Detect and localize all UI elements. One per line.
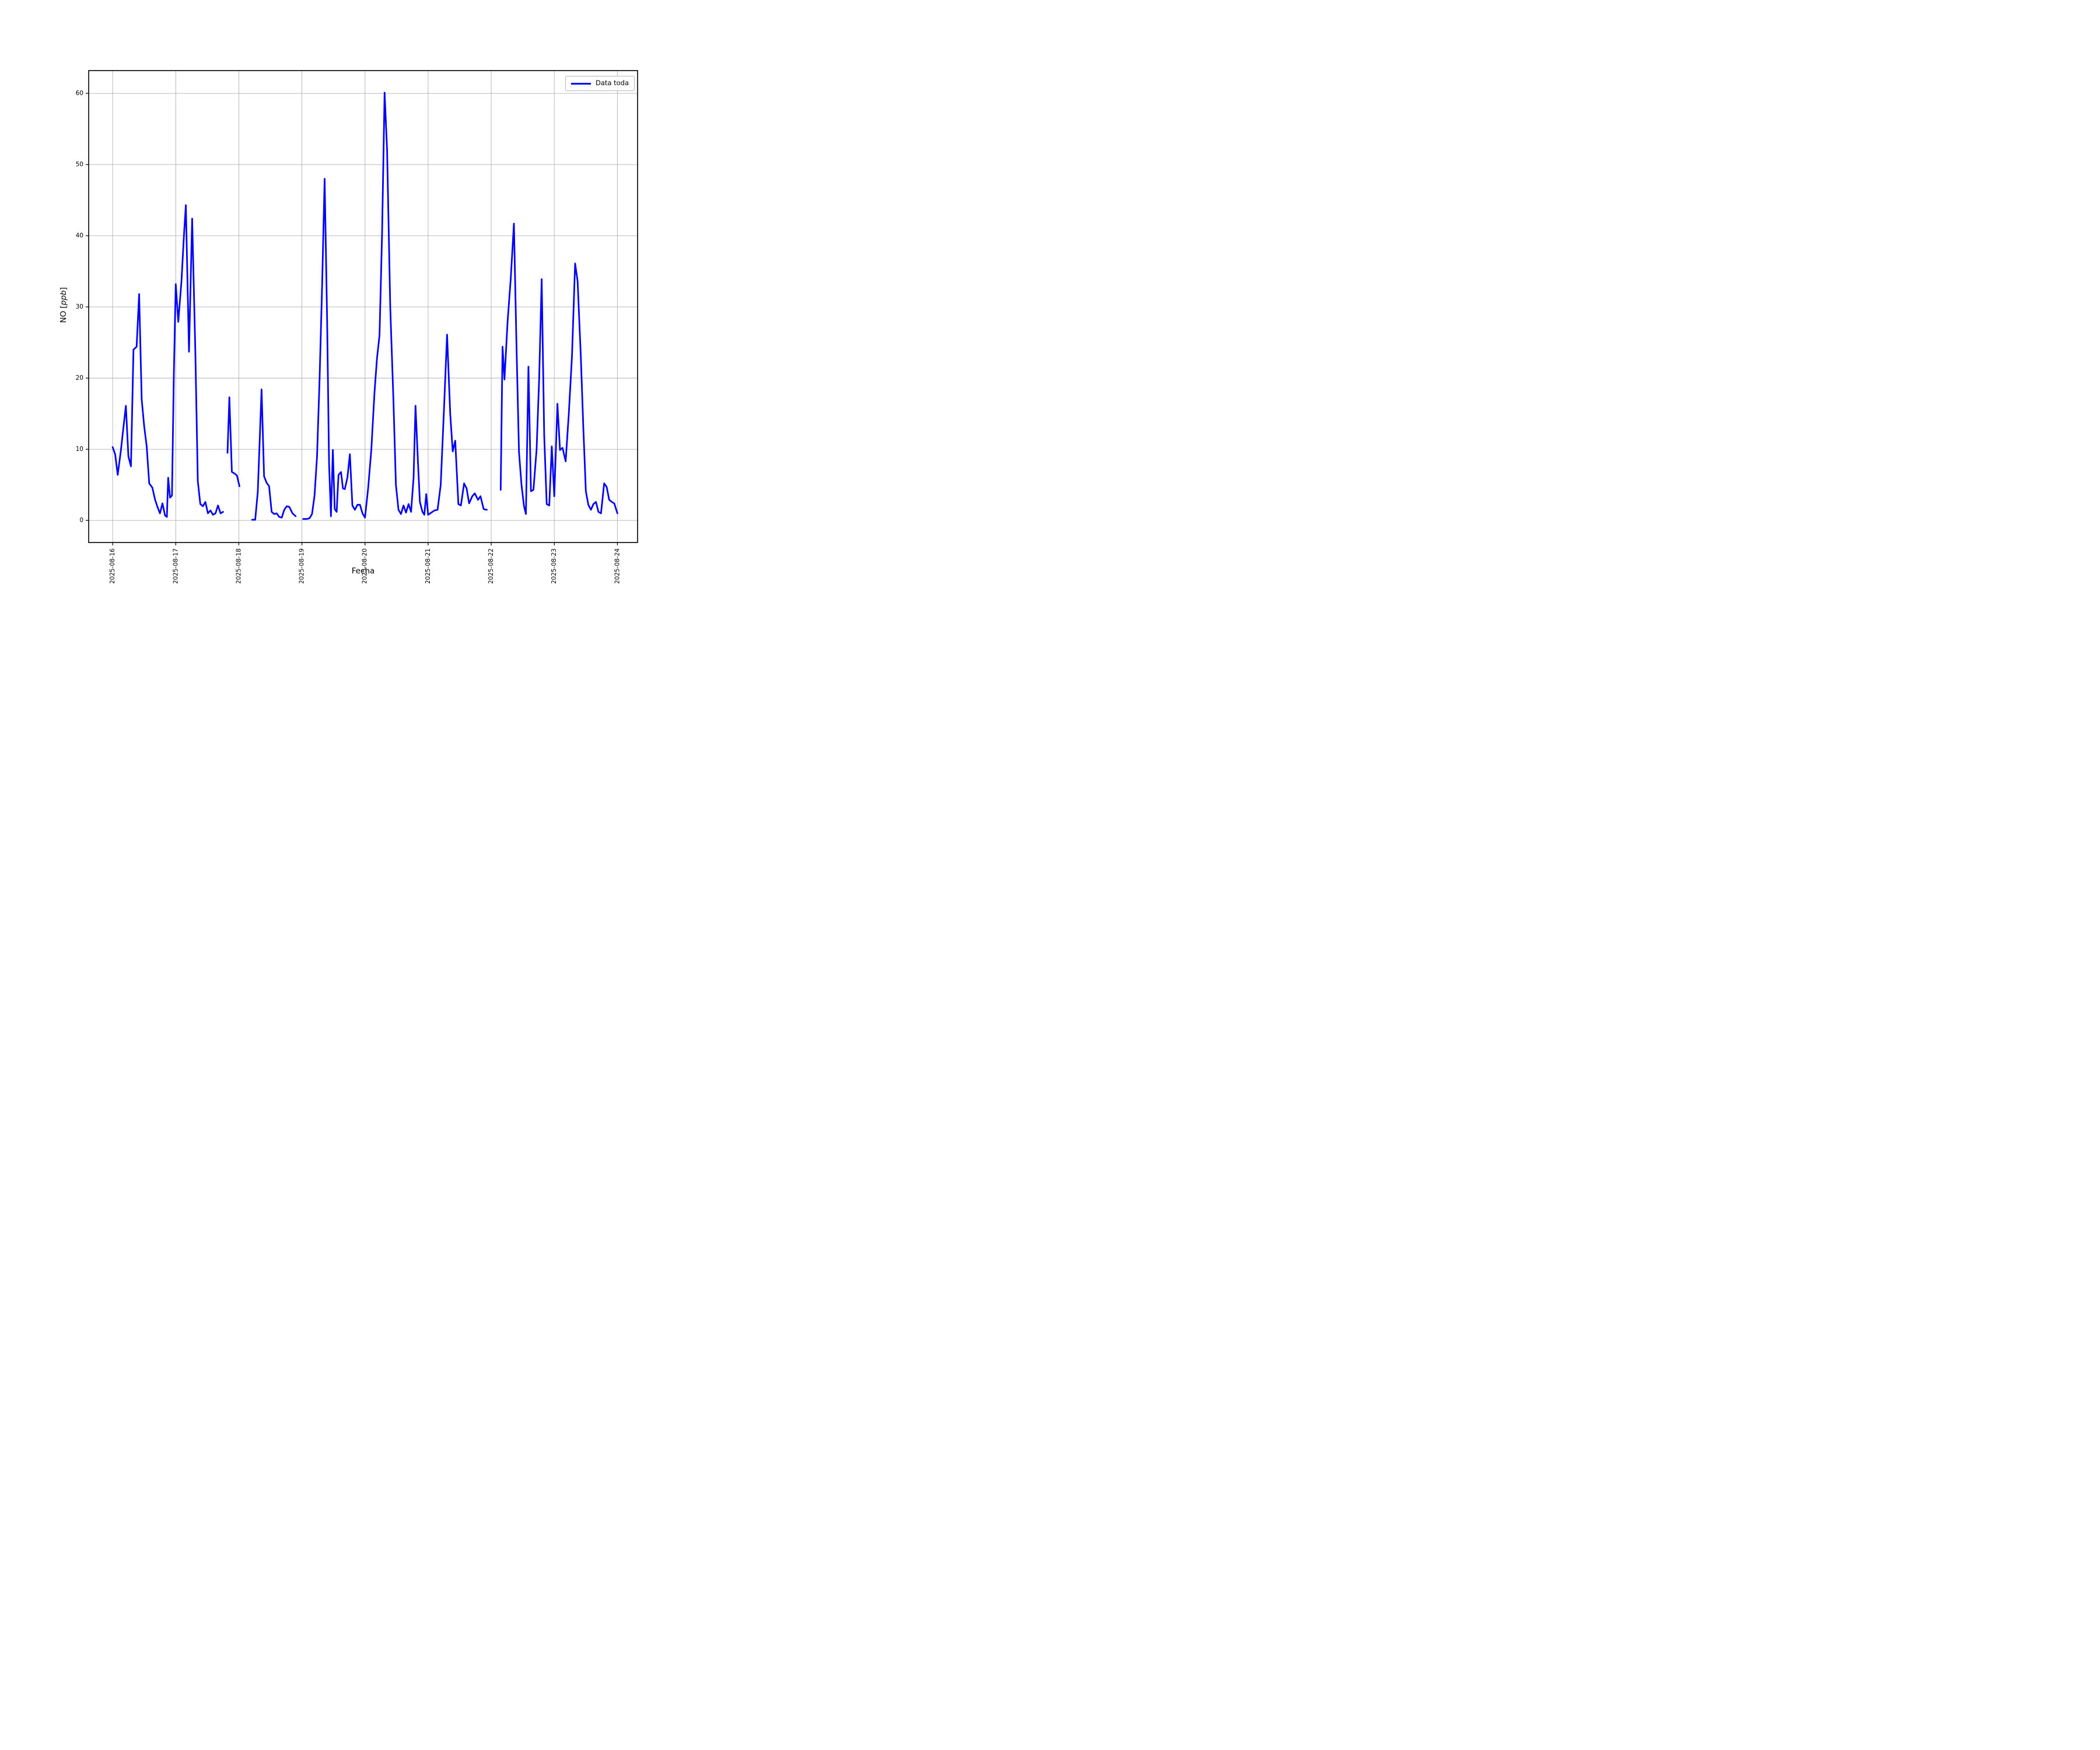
y-tick-label: 0 xyxy=(79,517,83,524)
x-tick-label: 2025-08-19 xyxy=(299,548,306,583)
data-line-segment xyxy=(251,388,297,521)
axes-border xyxy=(88,70,638,543)
data-line-segment xyxy=(226,396,240,487)
x-tick-label: 2025-08-24 xyxy=(614,548,621,583)
y-axis-label: NO [ppb] xyxy=(59,218,68,393)
figure-canvas: 2025-08-16 2025-08-17 2025-08-18 2025-08-19… xyxy=(0,0,700,583)
y-tick-label: 60 xyxy=(76,90,83,97)
data-line-segment xyxy=(499,222,618,515)
y-axis-label-suffix: ] xyxy=(59,287,68,290)
y-tick-label: 40 xyxy=(76,232,83,239)
legend: Data toda xyxy=(565,76,635,91)
x-tick-label: 2025-08-20 xyxy=(362,548,369,583)
data-line-segment xyxy=(111,204,224,518)
y-tick-label: 10 xyxy=(76,446,83,453)
x-tick-label: 2025-08-16 xyxy=(109,548,116,583)
legend-line-swatch xyxy=(570,82,591,85)
y-tick-label: 30 xyxy=(76,303,83,310)
x-tick-label: 2025-08-17 xyxy=(172,548,179,583)
x-tick-label: 2025-08-22 xyxy=(488,548,495,583)
x-tick-label: 2025-08-18 xyxy=(235,548,242,583)
y-tick-label: 50 xyxy=(76,161,83,168)
legend-label: Data toda xyxy=(595,79,629,88)
y-tick-label: 20 xyxy=(76,374,83,382)
x-axis-label: Fecha xyxy=(351,566,375,576)
x-tick-label: 2025-08-21 xyxy=(425,548,432,583)
line-chart: 2025-08-16 2025-08-17 2025-08-18 2025-08-19… xyxy=(76,70,638,583)
x-tick-label: 2025-08-23 xyxy=(551,548,558,583)
y-axis-label-prefix: NO [ xyxy=(59,305,68,323)
data-line-segment xyxy=(302,92,488,520)
y-axis-label-unit: ppb xyxy=(59,290,68,306)
